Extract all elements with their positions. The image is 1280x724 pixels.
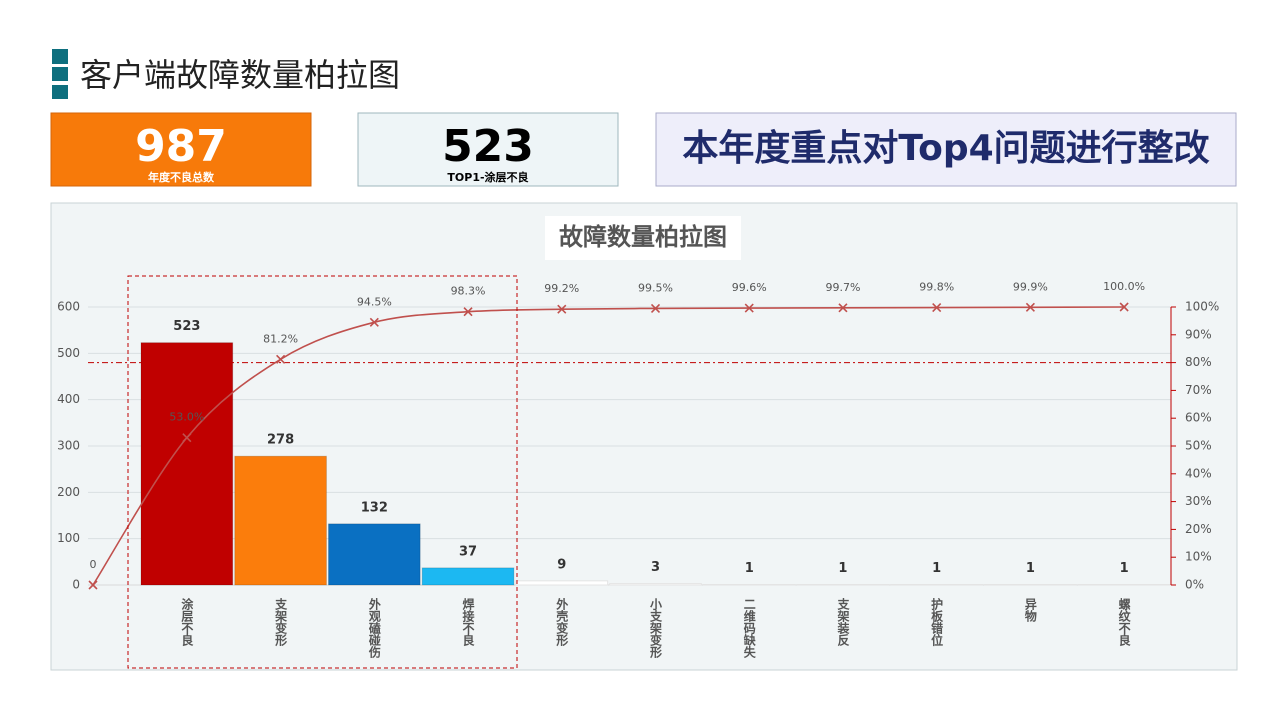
- bar-label: 1: [1026, 561, 1035, 576]
- line-label: 99.9%: [1013, 280, 1048, 293]
- line-label: 99.7%: [825, 281, 860, 294]
- title-icon: [52, 67, 68, 81]
- y-tick-label: 100: [57, 531, 80, 545]
- line-label: 81.2%: [263, 332, 298, 345]
- line-label: 99.8%: [919, 281, 954, 294]
- y2-tick-label: 40%: [1185, 466, 1212, 480]
- bar-label: 132: [361, 500, 388, 515]
- x-tick-label: 二维码缺失: [742, 598, 756, 659]
- bar: [610, 584, 702, 585]
- line-label: 98.3%: [451, 285, 486, 298]
- chart-title: 故障数量柏拉图: [559, 223, 727, 251]
- line-label: 53.0%: [169, 411, 204, 424]
- kpi-value: 523: [442, 121, 534, 172]
- x-tick-label: 支架装反: [836, 597, 850, 647]
- x-tick-label: 螺纹不良: [1117, 597, 1131, 647]
- bar-label: 9: [557, 557, 566, 572]
- y2-tick-label: 10%: [1185, 550, 1212, 564]
- x-tick-label: 外壳变形: [555, 597, 569, 647]
- y2-tick-label: 30%: [1185, 494, 1212, 508]
- bar-label: 1: [932, 561, 941, 576]
- x-tick-label: 护板错位: [930, 597, 944, 647]
- banner-text: 本年度重点对Top4问题进行整改: [682, 128, 1209, 169]
- y2-tick-label: 50%: [1185, 439, 1212, 453]
- y-tick-label: 300: [57, 439, 80, 453]
- line-label: 100.0%: [1103, 280, 1145, 293]
- line-label: 94.5%: [357, 295, 392, 308]
- bar: [328, 524, 420, 585]
- bar: [516, 581, 608, 585]
- line-label: 99.6%: [732, 281, 767, 294]
- bar: [235, 456, 327, 585]
- kpi-caption: TOP1-涂层不良: [447, 170, 528, 184]
- bar-label: 523: [173, 319, 200, 334]
- title-icon: [52, 85, 68, 99]
- y2-tick-label: 70%: [1185, 383, 1212, 397]
- y-tick-label: 200: [57, 485, 80, 499]
- y-tick-label: 500: [57, 346, 80, 360]
- y2-tick-label: 0%: [1185, 578, 1204, 592]
- x-tick-label: 异物: [1023, 598, 1037, 623]
- y-tick-label: 0: [72, 578, 80, 592]
- kpi-value: 987: [135, 121, 227, 172]
- bar-label: 278: [267, 433, 294, 448]
- x-tick-label: 涂层不良: [180, 597, 194, 647]
- y2-tick-label: 100%: [1185, 300, 1219, 314]
- x-tick-label: 焊接不良: [461, 597, 475, 647]
- page-title: 客户端故障数量柏拉图: [80, 56, 400, 94]
- bar-label: 37: [459, 544, 477, 559]
- y2-tick-label: 20%: [1185, 522, 1212, 536]
- x-tick-label: 外观磕碰伤: [367, 597, 381, 659]
- line-label: 99.2%: [544, 282, 579, 295]
- bar: [141, 343, 233, 585]
- bar-label: 1: [745, 561, 754, 576]
- y2-tick-label: 80%: [1185, 355, 1212, 369]
- y2-tick-label: 60%: [1185, 411, 1212, 425]
- kpi-caption: 年度不良总数: [148, 170, 215, 184]
- title-icon: [52, 49, 68, 64]
- bar-label: 1: [1120, 561, 1129, 576]
- y-tick-label: 600: [57, 300, 80, 314]
- bar: [422, 568, 514, 585]
- y2-tick-label: 90%: [1185, 327, 1212, 341]
- x-tick-label: 支架变形: [274, 597, 288, 647]
- x-tick-label: 小支架变形: [649, 597, 663, 659]
- line-label: 99.5%: [638, 281, 673, 294]
- y-tick-label: 400: [57, 392, 80, 406]
- bar-label: 1: [838, 561, 847, 576]
- line-label: 0: [90, 558, 97, 571]
- bar-label: 3: [651, 560, 660, 575]
